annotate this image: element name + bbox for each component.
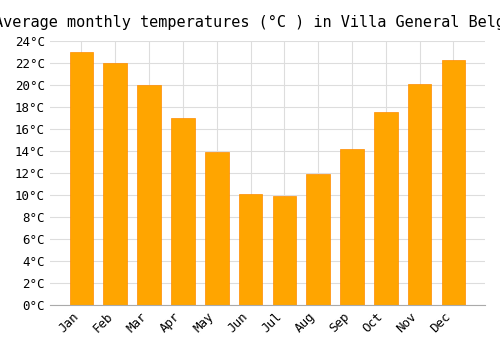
Bar bbox=[205, 152, 229, 305]
Bar bbox=[104, 63, 127, 305]
Bar bbox=[238, 194, 262, 305]
Bar bbox=[272, 196, 296, 305]
Bar bbox=[442, 60, 465, 305]
Bar bbox=[374, 112, 398, 305]
Bar bbox=[138, 85, 161, 305]
Bar bbox=[340, 149, 364, 305]
Bar bbox=[306, 174, 330, 305]
Bar bbox=[171, 118, 194, 305]
Bar bbox=[408, 84, 432, 305]
Bar bbox=[70, 52, 94, 305]
Title: Average monthly temperatures (°C ) in Villa General Belgrano: Average monthly temperatures (°C ) in Vi… bbox=[0, 15, 500, 30]
